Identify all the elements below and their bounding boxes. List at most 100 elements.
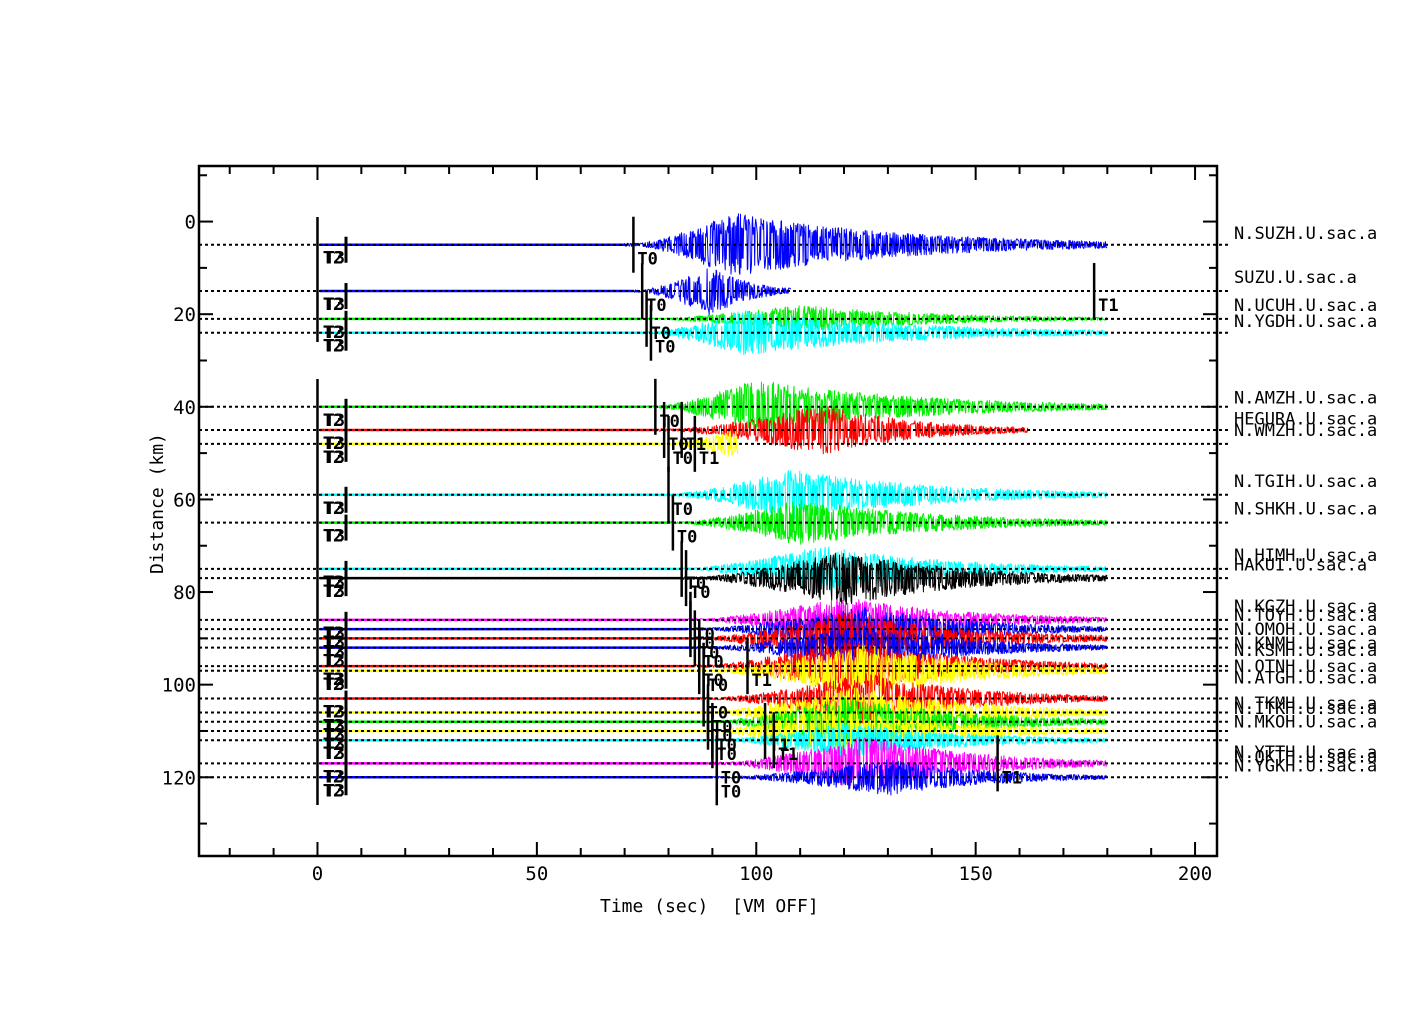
station-label: HEGURA.U.sac.a [1234,409,1377,429]
pick-label-T3: T3 [324,582,344,602]
trace-waveform-N.OTNH.U.sac.a [694,644,1108,696]
pick-label-T3: T3 [324,249,344,269]
station-label: N.UCUH.U.sac.a [1234,296,1377,316]
station-label: N.YGKH.U.sac.a [1234,757,1377,777]
station-label: N.WMZH.U.sac.a [1234,421,1377,441]
y-tick-label: 20 [173,304,196,326]
station-label: N.OMOH.U.sac.a [1234,620,1377,640]
pick-label-T0: T0 [637,250,657,270]
pick-label-T2: T2 [323,295,343,315]
trace-waveform-N.TGIH.U.sac.a [659,470,1108,519]
pick-label-T3: T3 [324,337,344,357]
y-axis-label: Distance (km) [147,433,168,574]
pick-label-T3: T3 [324,642,344,662]
pick-label-T0: T0 [677,528,697,548]
pick-label-T0: T0 [712,717,732,737]
pick-label-T1: T1 [778,745,798,765]
station-label: N.YGDH.U.sac.a [1234,312,1377,332]
pick-label-T3: T3 [324,624,344,644]
station-label: N.HIMH.U.sac.a [1234,546,1377,566]
pick-label-T3: T3 [324,652,344,672]
pick-label-T0: T0 [651,324,671,344]
pick-label-T2: T2 [323,323,343,343]
pick-label-T2: T2 [323,735,343,755]
pick-label-T0: T0 [721,768,741,788]
pick-label-T3: T3 [324,527,344,547]
station-label: N.AMZH.U.sac.a [1234,389,1377,409]
pick-label-T3: T3 [324,767,344,787]
station-label: N.ATGH.U.sac.a [1234,669,1377,689]
trace-waveform-N.SHKH.U.sac.a [668,499,1108,545]
trace-waveform-N.YGDH.U.sac.a [641,310,1108,356]
pick-label-T2: T2 [323,781,343,801]
plot-frame [197,164,1219,858]
pick-label-T0: T0 [716,736,736,756]
x-tick-label: 0 [312,863,323,885]
pick-label-T0: T0 [668,435,688,455]
pick-label-T2: T2 [323,744,343,764]
pick-label-T2: T2 [323,527,343,547]
pick-label-T3: T3 [324,735,344,755]
pick-label-T3: T3 [324,448,344,468]
pick-label-T2: T2 [323,670,343,690]
pick-label-T1: T1 [699,449,719,469]
station-label: N.OTNH.U.sac.a [1234,657,1377,677]
station-label: N.KGZH.U.sac.a [1234,597,1377,617]
pick-label-T3: T3 [324,675,344,695]
pick-label-T2: T2 [323,624,343,644]
pick-label-T2: T2 [323,675,343,695]
trace-waveform-N.WMZH.U.sac.a [659,430,739,457]
y-tick-label: 100 [162,675,196,697]
pick-label-T2: T2 [323,337,343,357]
pick-label-T0: T0 [721,782,741,802]
pick-label-T3: T3 [324,670,344,690]
pick-label-T3: T3 [324,295,344,315]
trace-waveform-N.KGZH.U.sac.a [685,598,1107,641]
pick-label-T3: T3 [324,411,344,431]
axes-layer: 0 50 100 150 200 0 20 40 60 80 100 120 [162,164,1219,885]
pick-label-T1: T1 [751,671,771,691]
station-labels-layer: N.SUZH.U.sac.a SUZU.U.sac.a N.UCUH.U.sac.a… [1234,224,1377,777]
pick-label-T2: T2 [323,703,343,723]
trace-waveform-N.TOYH.U.sac.a [685,607,1108,652]
pick-label-T1: T1 [1098,296,1118,316]
pick-label-T3: T3 [324,744,344,764]
pick-label-T2: T2 [323,448,343,468]
trace-waveform-N.OMOH.U.sac.a [689,612,1108,665]
pick-label-T1: T1 [1002,768,1022,788]
pick-label-T0: T0 [686,574,706,594]
x-axis-label: Time (sec) [600,896,708,917]
station-label: HAKUI.U.sac.a [1234,555,1367,575]
trace-waveform-N.MKOH.U.sac.a [703,707,1108,753]
pick-label-T2: T2 [323,726,343,746]
station-label: N.OKTH.U.sac.a [1234,747,1377,767]
pick-label-T0: T0 [673,449,693,469]
station-label: N.YTTH.U.sac.a [1234,743,1377,763]
picks-layer: T2T3T0T2T3T0T1T2T3T0T2T3T0T2T3T0T2T3T0T1… [316,216,1119,806]
station-label: N.TOYH.U.sac.a [1234,606,1377,626]
pick-label-T2: T2 [323,411,343,431]
station-label: N.MKOH.U.sac.a [1234,713,1377,733]
trace-waveform-SUZU.U.sac.a [632,268,792,316]
station-label: N.SUZH.U.sac.a [1234,224,1377,244]
y-tick-label: 40 [173,397,196,419]
trace-waveform-N.SUZH.U.sac.a [624,213,1108,275]
pick-label-T0: T0 [673,500,693,520]
y-tick-label: 60 [173,489,196,511]
station-label: N.TKMH.U.sac.a [1234,694,1377,714]
trace-waveform-N.AMZH.U.sac.a [646,381,1108,434]
pick-label-T3: T3 [324,633,344,653]
x-axis-label-suffix: [VM OFF] [732,896,819,917]
trace-waveform-HEGURA.U.sac.a [654,406,1029,455]
x-tick-label: 200 [1178,863,1212,885]
pick-label-T0: T0 [690,583,710,603]
pick-label-T0: T0 [716,745,736,765]
station-label: N.TGIH.U.sac.a [1234,472,1377,492]
y-tick-label: 120 [162,767,196,789]
x-tick-label: 50 [525,863,548,885]
station-label: N.KNMH.U.sac.a [1234,634,1377,654]
station-label: SUZU.U.sac.a [1234,268,1357,288]
pick-label-T0: T0 [655,338,675,358]
station-label: N.KSMH.U.sac.a [1234,641,1377,661]
